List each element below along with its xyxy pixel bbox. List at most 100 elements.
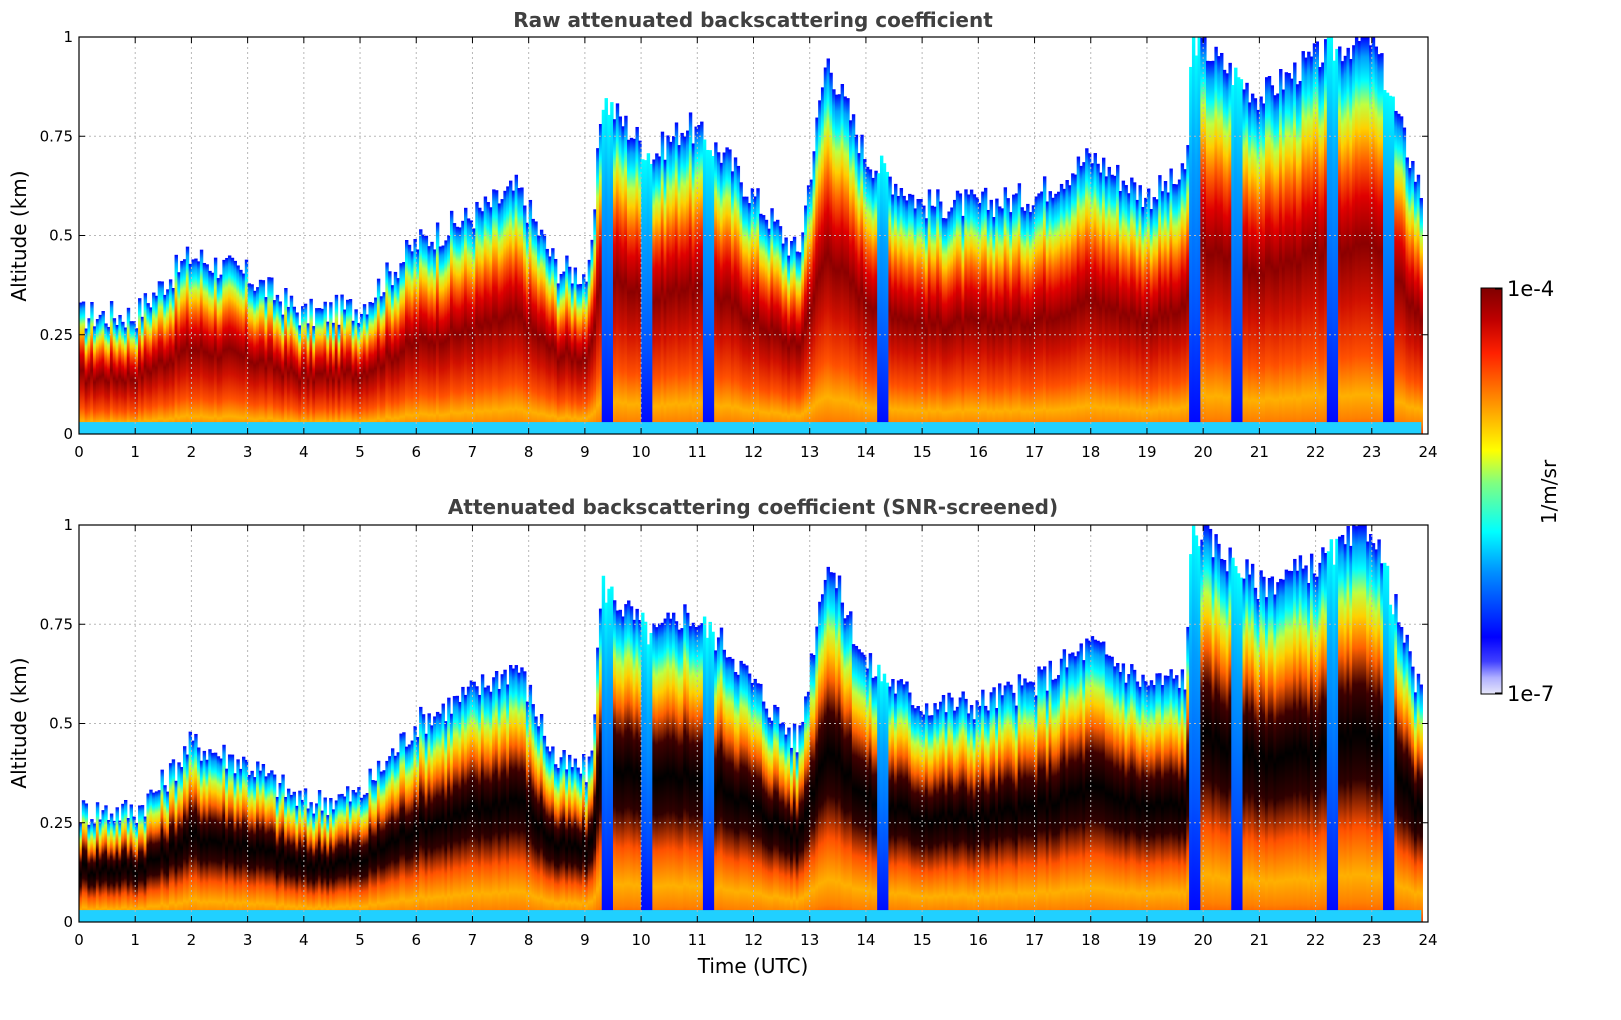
clear-air-column: [641, 612, 645, 922]
backscatter-column: [236, 265, 240, 434]
backscatter-column: [427, 246, 431, 434]
backscatter-column: [1402, 127, 1407, 434]
backscatter-column: [1307, 582, 1311, 922]
x-tick-label: 10: [632, 931, 651, 949]
backscatter-column: [795, 752, 800, 922]
backscatter-column: [98, 819, 103, 922]
backscatter-column: [1138, 185, 1142, 434]
backscatter-column: [1113, 175, 1117, 434]
backscatter-column: [1360, 525, 1364, 922]
backscatter-column: [1411, 666, 1415, 922]
backscatter-column: [1267, 76, 1272, 434]
backscatter-column: [930, 715, 934, 922]
backscatter-column: [157, 281, 162, 434]
backscatter-column: [739, 660, 743, 922]
backscatter-column: [1301, 568, 1305, 922]
backscatter-column: [941, 218, 946, 434]
backscatter-column: [115, 807, 119, 922]
backscatter-column: [1096, 163, 1100, 434]
backscatter-column: [820, 87, 825, 434]
backscatter-column: [1118, 191, 1123, 434]
backscatter-column: [736, 165, 741, 434]
backscatter-column: [663, 618, 667, 922]
backscatter-column: [81, 800, 86, 922]
backscatter-column: [272, 300, 277, 434]
backscatter-column: [837, 575, 842, 922]
backscatter-column: [674, 621, 679, 922]
backscatter-column: [295, 805, 299, 922]
backscatter-column: [1093, 639, 1097, 922]
backscatter-column: [919, 710, 923, 922]
clear-air-column: [1329, 37, 1334, 434]
backscatter-column: [1051, 197, 1055, 434]
backscatter-column: [202, 262, 207, 434]
backscatter-column: [188, 731, 193, 922]
backscatter-column: [1175, 675, 1179, 922]
backscatter-column: [545, 746, 549, 922]
backscatter-column: [95, 802, 100, 922]
backscatter-column: [525, 222, 530, 434]
y-axis-label: Altitude (km): [7, 170, 31, 301]
backscatter-column: [700, 121, 704, 434]
colorbar-max-label: 1e-4: [1507, 277, 1554, 301]
backscatter-column: [329, 798, 333, 922]
backscatter-column: [354, 309, 358, 434]
backscatter-column: [851, 644, 856, 922]
backscatter-column: [1163, 181, 1168, 434]
backscatter-column: [230, 257, 235, 434]
backscatter-column: [809, 653, 814, 922]
x-tick-label: 24: [1418, 443, 1437, 461]
backscatter-column: [337, 324, 341, 434]
x-tick-label: 13: [800, 443, 819, 461]
x-tick-label: 22: [1306, 443, 1325, 461]
x-tick-label: 23: [1362, 931, 1381, 949]
backscatter-column: [573, 758, 578, 922]
backscatter-column: [896, 680, 901, 922]
backscatter-column: [1318, 562, 1322, 922]
backscatter-column: [1087, 640, 1092, 922]
backscatter-column: [1149, 209, 1154, 434]
backscatter-column: [1121, 663, 1126, 922]
x-tick-label: 9: [580, 931, 590, 949]
backscatter-column: [329, 302, 333, 434]
clear-air-column: [1231, 557, 1235, 922]
backscatter-column: [888, 686, 892, 922]
backscatter-column: [520, 667, 524, 922]
backscatter-column: [733, 672, 738, 922]
backscatter-column: [357, 322, 361, 434]
backscatter-column: [264, 776, 268, 922]
backscatter-column: [1371, 37, 1376, 434]
backscatter-column: [480, 211, 485, 434]
backscatter-column: [1338, 536, 1342, 922]
backscatter-column: [1293, 558, 1297, 922]
y-tick-label: 0: [63, 425, 73, 443]
backscatter-column: [596, 647, 600, 922]
backscatter-column: [714, 650, 718, 922]
backscatter-column: [267, 277, 271, 434]
backscatter-column: [506, 684, 510, 922]
backscatter-column: [612, 119, 617, 434]
backscatter-column: [93, 326, 97, 434]
backscatter-column: [1096, 640, 1100, 922]
x-tick-label: 17: [1025, 443, 1044, 461]
backscatter-column: [399, 263, 403, 434]
backscatter-column: [787, 727, 791, 922]
backscatter-column: [854, 645, 859, 922]
backscatter-column: [672, 612, 676, 922]
backscatter-column: [343, 309, 347, 434]
backscatter-column: [511, 668, 516, 922]
backscatter-column: [745, 196, 749, 434]
backscatter-column: [967, 713, 971, 922]
backscatter-column: [405, 746, 409, 922]
backscatter-column: [576, 284, 580, 434]
backscatter-column: [953, 710, 957, 922]
backscatter-column: [197, 261, 201, 434]
x-tick-label: 11: [688, 931, 707, 949]
backscatter-column: [742, 196, 746, 434]
backscatter-column: [118, 820, 122, 922]
backscatter-column: [320, 308, 325, 434]
backscatter-column: [697, 124, 701, 434]
backscatter-column: [922, 205, 926, 434]
backscatter-column: [539, 229, 544, 434]
x-tick-label: 3: [243, 443, 253, 461]
